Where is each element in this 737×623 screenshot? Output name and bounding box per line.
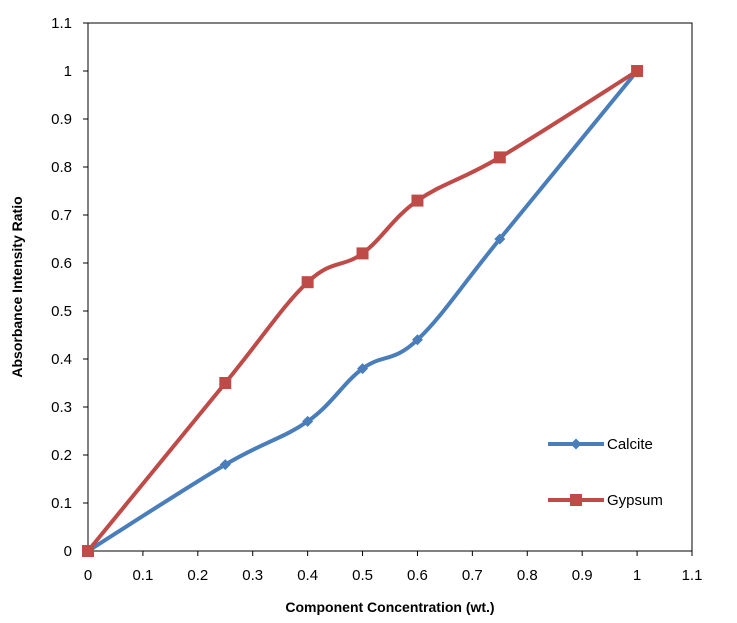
- x-tick-label: 0.2: [187, 567, 208, 584]
- y-tick-label: 0.6: [51, 255, 72, 272]
- calcite-point: [357, 363, 369, 375]
- legend-item-calcite: Calcite: [548, 436, 653, 453]
- gypsum-point: [411, 194, 424, 207]
- y-axis-ticks: 0 0.1 0.2 0.3 0.4 0.5 0.6 0.7 0.8 0.9 1 1.1: [51, 15, 88, 560]
- gypsum-line: [86, 69, 640, 553]
- gypsum-point: [219, 377, 232, 389]
- x-tick-label: 1.1: [682, 567, 703, 584]
- x-axis-title: Component Concentration (wt.): [285, 599, 494, 615]
- y-tick-label: 0: [64, 543, 72, 560]
- calcite-point: [411, 334, 423, 346]
- y-tick-label: 0.5: [51, 303, 72, 320]
- legend-label: Gypsum: [607, 492, 663, 509]
- x-tick-label: 0.5: [352, 567, 373, 584]
- y-tick-label: 0.3: [51, 399, 72, 416]
- y-tick-label: 0.8: [51, 159, 72, 176]
- y-tick-label: 1.1: [51, 15, 72, 32]
- calcite-point: [494, 233, 506, 245]
- x-tick-label: 1: [633, 567, 641, 584]
- legend-label: Calcite: [607, 436, 653, 453]
- gypsum-point: [493, 151, 506, 164]
- legend-item-gypsum: Gypsum: [548, 492, 663, 509]
- x-axis-ticks: 0 0.1 0.2 0.3 0.4 0.5 0.6 0.7 0.8 0.9 1 1.1: [84, 551, 703, 584]
- plot-area: [87, 22, 693, 552]
- calcite-line: [86, 69, 640, 553]
- x-tick-label: 0.4: [297, 567, 318, 584]
- calcite-point: [302, 415, 314, 427]
- x-tick-label: 0.6: [407, 567, 428, 584]
- y-tick-label: 0.2: [51, 447, 72, 464]
- y-tick-label: 0.4: [51, 351, 72, 368]
- y-axis-title: Absorbance Intensity Ratio: [9, 196, 25, 377]
- gypsum-point: [82, 545, 94, 557]
- legend-marker: [570, 438, 582, 450]
- x-tick-label: 0.9: [572, 567, 593, 584]
- y-tick-label: 1: [64, 63, 72, 80]
- x-tick-label: 0: [84, 567, 92, 584]
- calcite-point: [219, 459, 231, 471]
- gypsum-point: [301, 276, 314, 289]
- legend-marker: [570, 494, 582, 506]
- x-tick-label: 0.8: [517, 567, 538, 584]
- y-tick-label: 0.7: [51, 207, 72, 224]
- x-tick-label: 0.7: [462, 567, 483, 584]
- legend: Calcite Gypsum: [548, 436, 663, 509]
- gypsum-point: [356, 247, 369, 260]
- series-layer: [82, 65, 644, 557]
- y-tick-label: 0.9: [51, 111, 72, 128]
- x-tick-label: 0.1: [132, 567, 153, 584]
- y-tick-label: 0.1: [51, 495, 72, 512]
- gypsum-point: [631, 65, 644, 77]
- gypsum-series: [82, 65, 644, 557]
- x-tick-label: 0.3: [242, 567, 263, 584]
